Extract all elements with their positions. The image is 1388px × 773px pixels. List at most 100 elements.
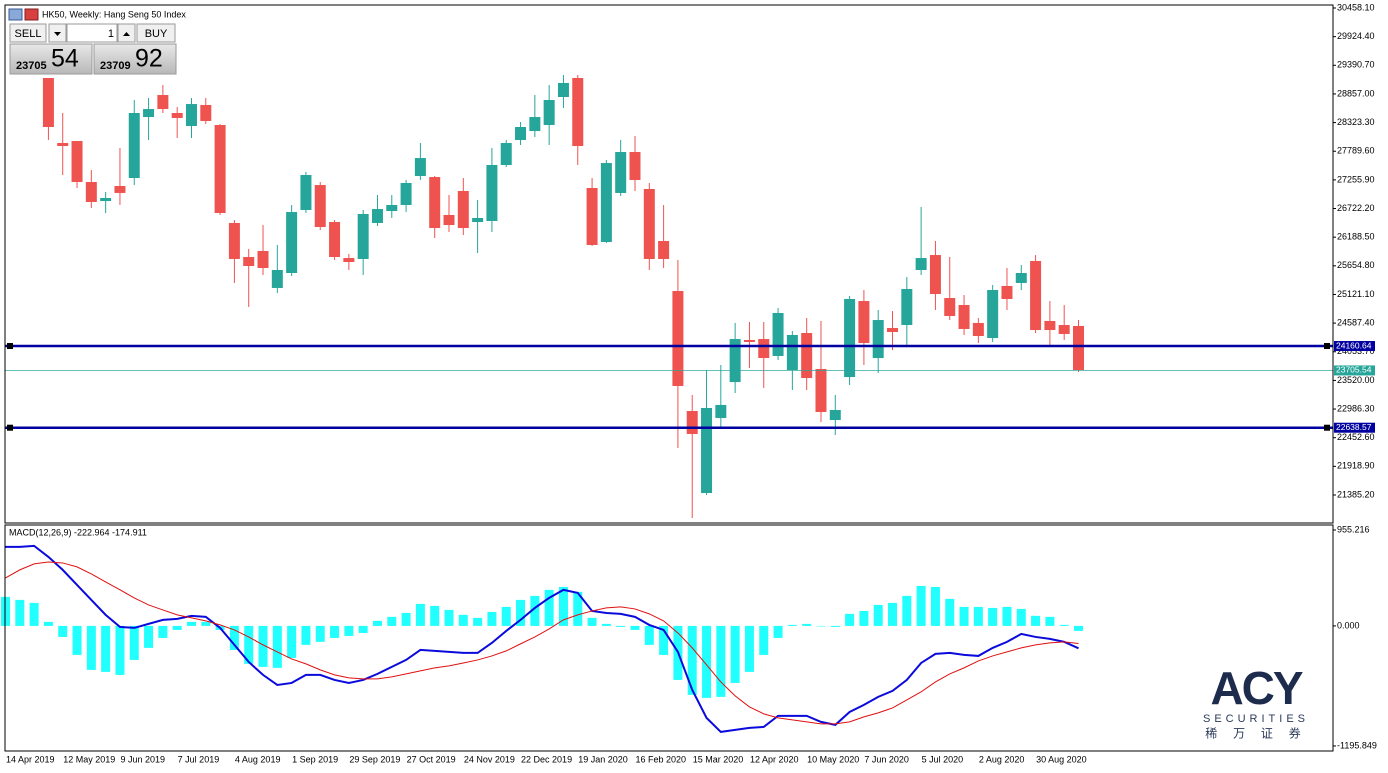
x-tick-label: 30 Aug 2020: [1036, 754, 1087, 764]
histogram-bar: [101, 625, 111, 672]
histogram-bar: [587, 617, 597, 626]
candle-body: [557, 82, 569, 97]
icon: [8, 8, 23, 21]
candle-body: [243, 257, 255, 267]
ask-big: 23709: [100, 60, 131, 72]
buy-button[interactable]: [136, 23, 176, 43]
histogram-bar: [930, 586, 940, 626]
candle-body: [901, 288, 913, 326]
histogram-bar: [372, 620, 382, 626]
candle-body: [457, 190, 469, 229]
lot-input[interactable]: [66, 23, 118, 43]
x-tick-label: 22 Dec 2019: [521, 754, 572, 764]
price-label: 23705.54: [1336, 365, 1372, 375]
histogram-bar: [702, 625, 712, 698]
plots: 30458.10 29924.40 29390.70 28857.00 28323.30…: [1, 2, 1377, 764]
histogram-bar: [802, 623, 812, 626]
histogram-bar: [72, 625, 82, 655]
candle-body: [486, 165, 498, 221]
histogram-bar: [516, 599, 526, 626]
histogram-bar: [616, 625, 626, 627]
buy-price-box[interactable]: [93, 43, 177, 75]
x-tick-label: 10 May 2020: [807, 754, 859, 764]
candle-body: [1058, 325, 1070, 334]
candle-body: [686, 410, 698, 434]
candle-body: [414, 158, 426, 177]
histogram-bar: [301, 625, 311, 645]
window-title: HK50, Weekly: Hang Seng 50 Index: [42, 9, 186, 19]
candle-body: [543, 100, 555, 126]
candle-body: [185, 104, 197, 126]
candle-body: [443, 214, 455, 226]
candle-body: [658, 241, 670, 259]
trade-panel: SELL 1 BUY 23705 54 23709 92: [9, 23, 177, 75]
histogram-bar: [43, 621, 53, 626]
bid-small: 54: [51, 45, 79, 73]
candle-body: [472, 217, 484, 223]
line-handle: [1324, 343, 1330, 350]
candle-body: [929, 255, 941, 294]
histogram-bar: [201, 621, 211, 626]
candle-body: [400, 182, 412, 205]
macd-line: [5, 544, 1079, 733]
histogram-bar: [544, 589, 554, 626]
histogram-bar: [330, 625, 340, 638]
logo-sub: SECURITIES: [1203, 713, 1309, 725]
histogram-bar: [344, 625, 354, 636]
x-tick-label: 24 Nov 2019: [464, 754, 515, 764]
histogram-bar: [272, 625, 282, 668]
histogram-bar: [873, 604, 883, 626]
candle-body: [128, 112, 140, 178]
candle-body: [1001, 285, 1013, 299]
logo: ACY SECURITIES 稀 万 证 券: [1203, 662, 1309, 740]
candle-body: [815, 368, 827, 413]
histogram-bar: [401, 612, 411, 626]
x-tick-label: 12 Apr 2020: [750, 754, 799, 764]
histogram-bar: [244, 625, 254, 664]
price-label-box: [1334, 422, 1375, 433]
candle-body: [772, 312, 784, 356]
histogram-bar: [358, 625, 368, 633]
histogram-bar: [315, 625, 325, 642]
histogram-bar: [258, 625, 268, 667]
ask-small: 92: [135, 45, 163, 73]
bid-big: 23705: [16, 60, 47, 72]
arrow-up: [123, 32, 130, 36]
histogram-bar: [86, 625, 96, 670]
x-tick-label: 4 Aug 2019: [235, 754, 281, 764]
y-tick-label: 27255.90: [1337, 174, 1375, 184]
candle-body: [114, 185, 126, 193]
x-tick-label: 7 Jul 2019: [178, 754, 220, 764]
y-tick-label: 21385.20: [1337, 489, 1375, 499]
y-tick-label: 29390.70: [1337, 60, 1375, 70]
sell-price-box[interactable]: [9, 43, 93, 75]
y-tick-label: 25121.10: [1337, 289, 1375, 299]
histogram-bar: [888, 602, 898, 626]
price-label: 22638.57: [1336, 422, 1372, 432]
y-tick-label: 955.216: [1337, 524, 1370, 534]
y-tick-label: 26188.50: [1337, 232, 1375, 242]
candle-body: [515, 127, 527, 140]
candle-body: [200, 104, 212, 121]
histogram-bar: [859, 610, 869, 626]
histogram-bar: [601, 623, 611, 626]
candle-body: [858, 301, 870, 343]
y-tick-label: 0.000: [1337, 620, 1360, 630]
histogram-bar: [444, 609, 454, 626]
histogram-bar: [716, 625, 726, 697]
histogram-bar: [687, 625, 697, 695]
x-tick-label: 19 Jan 2020: [578, 754, 628, 764]
histogram-bar: [744, 625, 754, 672]
candle-body: [801, 333, 813, 378]
sell-button[interactable]: [9, 23, 47, 43]
line-handle: [1324, 424, 1330, 431]
histogram-bar: [1002, 606, 1012, 626]
x-tick-label: 7 Jun 2020: [864, 754, 909, 764]
histogram-bar: [1045, 616, 1055, 626]
y-tick-label: 22986.30: [1337, 403, 1375, 413]
histogram-bar: [115, 625, 125, 675]
histogram-bar: [186, 621, 196, 626]
y-tick-label: 28323.30: [1337, 117, 1375, 127]
arrow-down: [54, 32, 61, 36]
